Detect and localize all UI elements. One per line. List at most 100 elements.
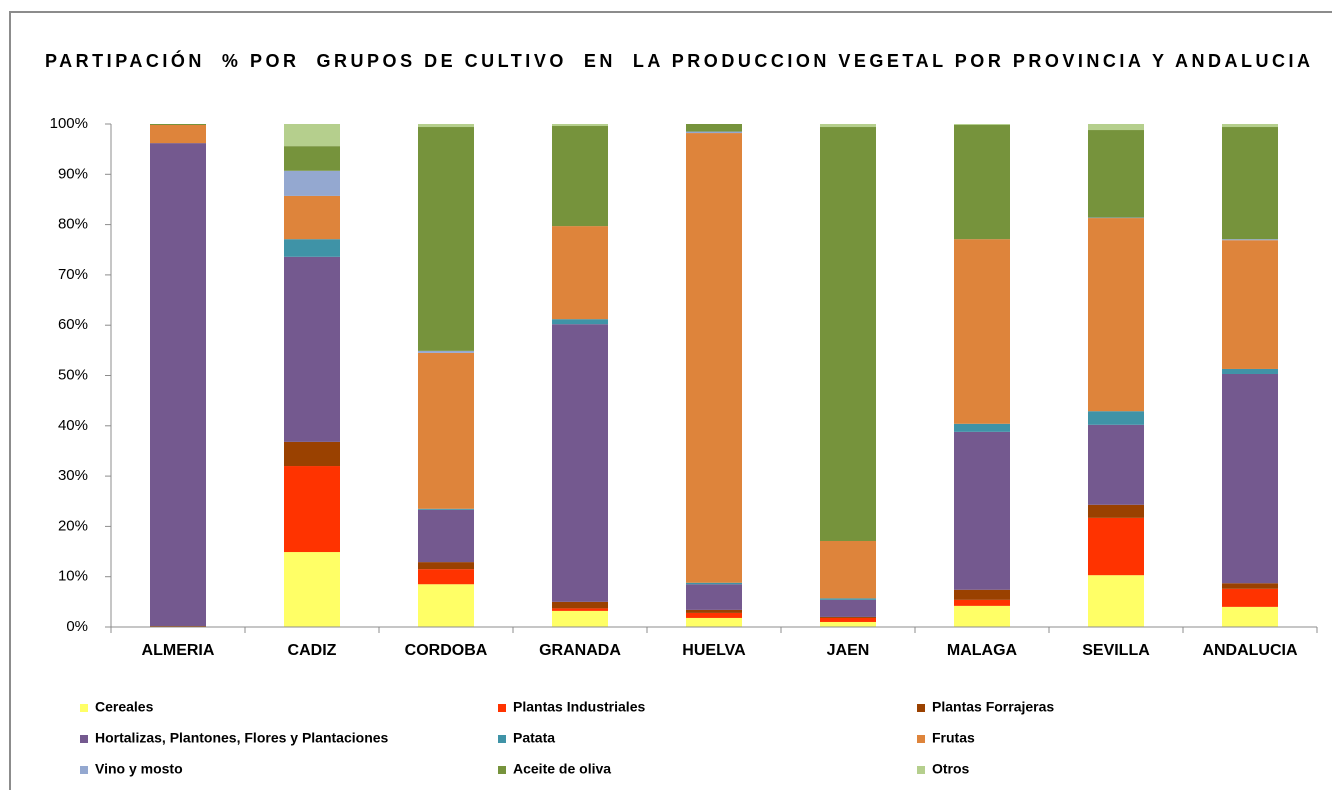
- legend-swatch: [917, 704, 925, 712]
- legend-label: Cereales: [95, 699, 154, 715]
- bar-segment: [954, 589, 1010, 600]
- bar-segment: [284, 170, 340, 196]
- bar-segment: [1088, 575, 1144, 627]
- bar-segment: [1088, 504, 1144, 518]
- bar-segment: [1222, 127, 1278, 240]
- bar-segment: [418, 562, 474, 570]
- x-tick-label: JAEN: [827, 642, 870, 659]
- x-tick-label: CORDOBA: [405, 642, 488, 659]
- bar-segment: [1222, 606, 1278, 627]
- legend-swatch: [498, 766, 506, 774]
- legend-swatch: [498, 735, 506, 743]
- bar-segment: [552, 608, 608, 611]
- bar-segment: [686, 133, 742, 583]
- y-tick-label: 60%: [58, 316, 88, 333]
- legend-label: Vino y mosto: [95, 761, 183, 777]
- bar-segment: [552, 226, 608, 320]
- y-tick-label: 10%: [58, 568, 88, 585]
- bar-segment: [686, 582, 742, 585]
- bar-segment: [418, 127, 474, 351]
- bar-segment: [1222, 588, 1278, 607]
- bar-segment: [150, 125, 206, 144]
- x-tick-label: SEVILLA: [1082, 642, 1150, 659]
- legend-swatch: [80, 766, 88, 774]
- bar-segment: [954, 605, 1010, 627]
- y-tick-label: 90%: [58, 165, 88, 182]
- legend-swatch: [917, 735, 925, 743]
- bar-segment: [418, 509, 474, 563]
- bar-segment: [686, 617, 742, 627]
- legend-label: Plantas Industriales: [513, 699, 645, 715]
- bar-segment: [284, 256, 340, 442]
- x-tick-label: CADIZ: [288, 642, 337, 659]
- bar-segment: [1222, 583, 1278, 589]
- bar-segment: [954, 125, 1010, 240]
- x-tick-label: GRANADA: [539, 642, 621, 659]
- bar-segment: [686, 584, 742, 610]
- bar-segment: [954, 599, 1010, 606]
- bar-segment: [284, 124, 340, 147]
- bar-segment: [954, 124, 1010, 126]
- legend-swatch: [917, 766, 925, 774]
- bar-segment: [418, 124, 474, 128]
- y-tick-label: 40%: [58, 417, 88, 434]
- legend-swatch: [80, 704, 88, 712]
- y-tick-label: 100%: [50, 115, 88, 132]
- bar-segment: [552, 319, 608, 325]
- bar-segment: [418, 352, 474, 509]
- bar-segment: [1222, 124, 1278, 128]
- bar-segment: [1088, 517, 1144, 576]
- bar-segment: [954, 423, 1010, 432]
- bar-segment: [418, 508, 474, 510]
- bar-segment: [150, 143, 206, 626]
- bar-segment: [1222, 239, 1278, 241]
- bar-segment: [820, 124, 876, 128]
- bar-segment: [1088, 130, 1144, 218]
- bar-segment: [1222, 373, 1278, 584]
- bar-segment: [1222, 240, 1278, 369]
- bar-segment: [1088, 424, 1144, 505]
- bar-segment: [820, 540, 876, 599]
- bar-segment: [552, 324, 608, 602]
- bar-segment: [954, 431, 1010, 590]
- bar-segment: [686, 609, 742, 613]
- legend-label: Plantas Forrajeras: [932, 699, 1054, 715]
- bar-segment: [418, 350, 474, 353]
- bar-segment: [1088, 411, 1144, 425]
- y-tick-label: 80%: [58, 216, 88, 233]
- x-tick-label: MALAGA: [947, 642, 1018, 659]
- bar-segment: [954, 239, 1010, 424]
- frame: [9, 11, 1332, 790]
- bar-segment: [820, 621, 876, 627]
- bar-segment: [820, 616, 876, 618]
- bar-segment: [418, 569, 474, 585]
- bar-segment: [284, 239, 340, 257]
- y-tick-label: 50%: [58, 366, 88, 383]
- bar-segment: [552, 601, 608, 609]
- bar-segment: [820, 617, 876, 622]
- bar-segment: [686, 131, 742, 134]
- bar-segment: [284, 195, 340, 240]
- bar-segment: [552, 124, 608, 127]
- legend-swatch: [80, 735, 88, 743]
- bar-segment: [418, 584, 474, 627]
- bar-segment: [150, 124, 206, 126]
- bar-segment: [552, 610, 608, 627]
- y-tick-label: 30%: [58, 467, 88, 484]
- bar-segment: [820, 598, 876, 600]
- y-tick-label: 0%: [66, 618, 88, 635]
- bar-segment: [284, 552, 340, 627]
- bar-segment: [1222, 368, 1278, 374]
- legend-swatch: [498, 704, 506, 712]
- legend-label: Frutas: [932, 730, 975, 746]
- bar-segment: [1088, 218, 1144, 412]
- x-tick-label: ALMERIA: [142, 642, 215, 659]
- y-tick-label: 20%: [58, 517, 88, 534]
- legend-label: Patata: [513, 730, 555, 746]
- bar-segment: [686, 124, 742, 132]
- legend-label: Otros: [932, 761, 970, 777]
- x-tick-label: HUELVA: [682, 642, 746, 659]
- bar-segment: [820, 127, 876, 541]
- legend-label: Aceite de oliva: [513, 761, 611, 777]
